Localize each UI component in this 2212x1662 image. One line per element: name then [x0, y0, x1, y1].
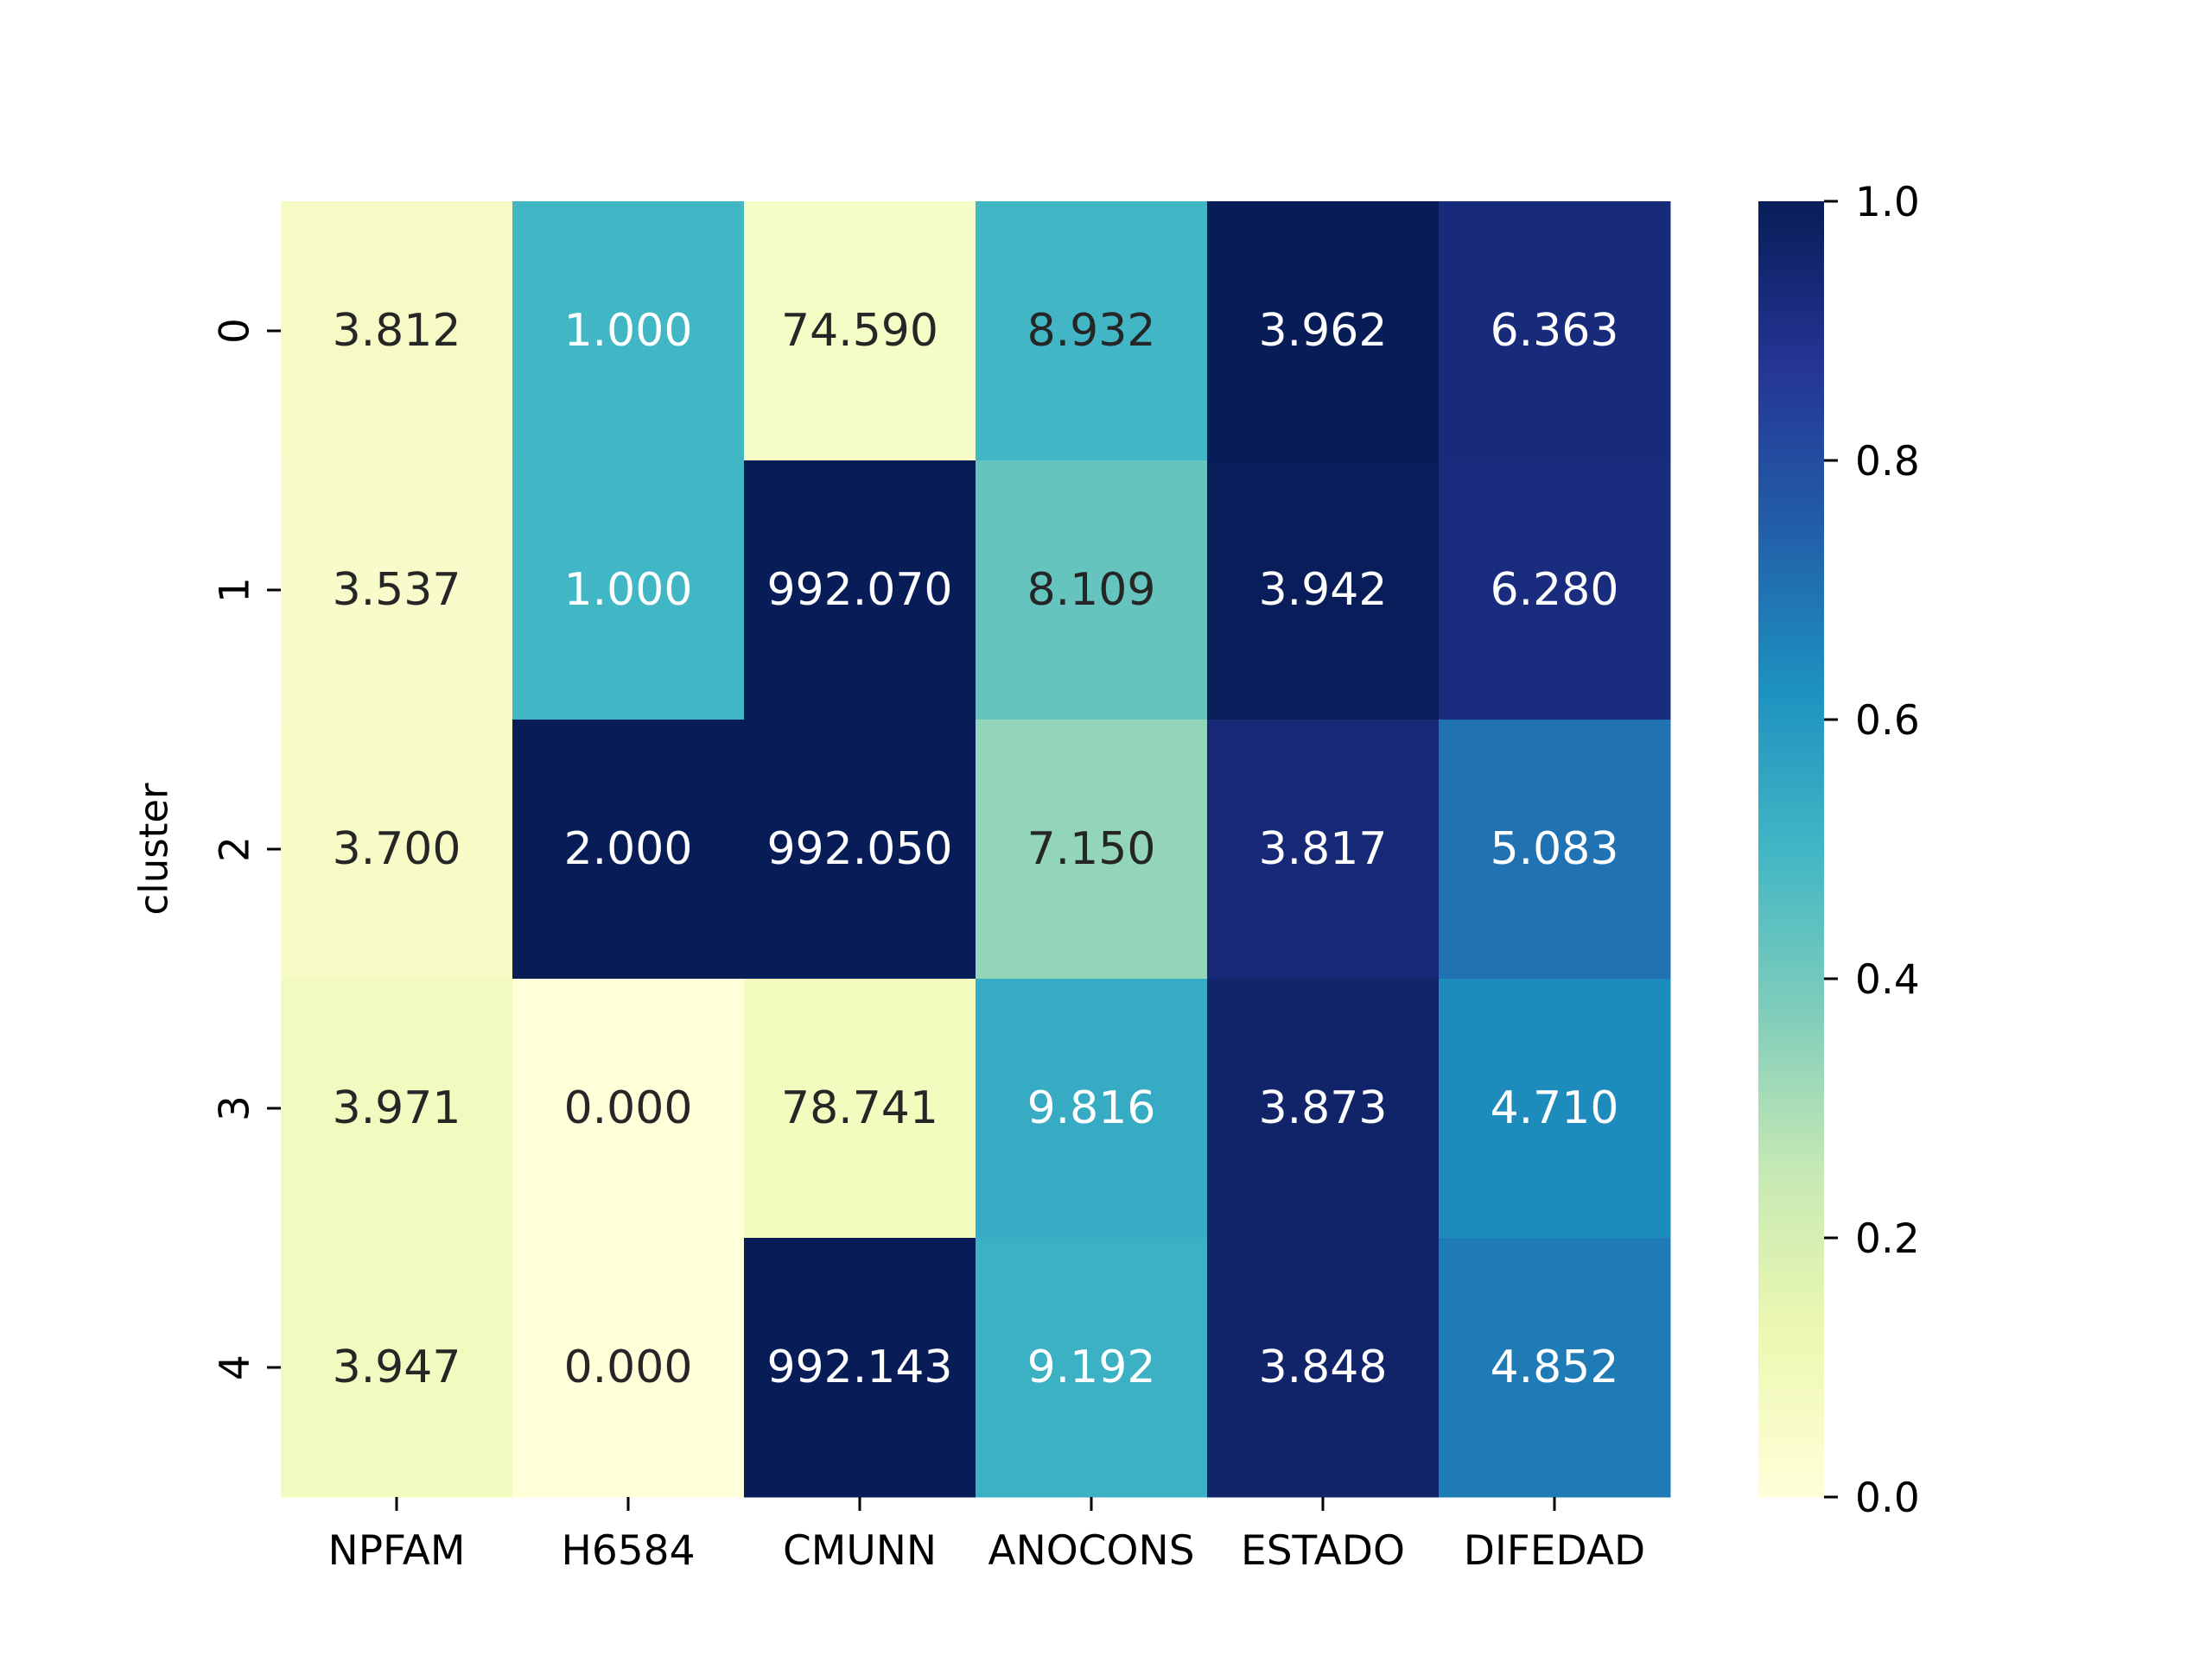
cell-value-r1-c2: 992.070 [766, 564, 952, 616]
colorbar-tick-label-0.2: 0.2 [1855, 1215, 1920, 1263]
heatmap-cell-r1-c1 [512, 460, 745, 720]
y-tick-label-4: 4 [212, 1354, 259, 1380]
cell-value-r2-c4: 3.817 [1259, 823, 1388, 875]
heatmap-cell-r2-c5 [1439, 720, 1671, 980]
heatmap-cell-r1-c2 [744, 460, 976, 720]
cell-value-r0-c1: 1.000 [564, 305, 693, 357]
heatmap-cell-r4-c0 [281, 1238, 513, 1498]
cell-value-r4-c0: 3.947 [333, 1342, 461, 1393]
heatmap-cells [281, 201, 1671, 1498]
x-tick-label-estado: ESTADO [1241, 1527, 1405, 1575]
cell-value-r4-c1: 0.000 [564, 1342, 693, 1393]
y-axis: 0 1 2 3 4 [212, 318, 281, 1380]
cell-annotations: 3.812 1.000 74.590 8.932 3.962 6.363 3.537 1.00… [333, 305, 1619, 1393]
heatmap-cell-r2-c0 [281, 720, 513, 980]
heatmap-cell-r0-c3 [976, 201, 1208, 461]
heatmap-cell-r0-c5 [1439, 201, 1671, 461]
cell-value-r4-c2: 992.143 [766, 1342, 952, 1393]
heatmap-cell-r4-c2 [744, 1238, 976, 1498]
x-tick-label-cmunn: CMUNN [783, 1527, 937, 1575]
cell-value-r3-c1: 0.000 [564, 1082, 693, 1134]
heatmap-cell-r2-c4 [1207, 720, 1440, 980]
colorbar [1758, 201, 1824, 1497]
heatmap-cell-r0-c0 [281, 201, 513, 461]
heatmap-cell-r0-c1 [512, 201, 745, 461]
cell-value-r1-c0: 3.537 [333, 564, 461, 616]
heatmap-cell-r2-c2 [744, 720, 976, 980]
cell-value-r4-c5: 4.852 [1491, 1342, 1619, 1393]
cell-value-r4-c3: 9.192 [1027, 1342, 1156, 1393]
y-tick-label-2: 2 [212, 836, 259, 862]
cell-value-r3-c5: 4.710 [1491, 1082, 1619, 1134]
cell-value-r3-c3: 9.816 [1027, 1082, 1156, 1134]
heatmap-cell-r4-c4 [1207, 1238, 1440, 1498]
heatmap-cell-r3-c4 [1207, 979, 1440, 1239]
cell-value-r1-c3: 8.109 [1027, 564, 1156, 616]
cell-value-r0-c4: 3.962 [1259, 305, 1388, 357]
heatmap-cell-r4-c1 [512, 1238, 745, 1498]
cell-value-r2-c2: 992.050 [766, 823, 952, 875]
y-tick-label-1: 1 [212, 577, 259, 603]
heatmap-cell-r3-c0 [281, 979, 513, 1239]
heatmap-cell-r2-c1 [512, 720, 745, 980]
heatmap-cell-r4-c5 [1439, 1238, 1671, 1498]
heatmap-cell-r0-c4 [1207, 201, 1440, 461]
x-tick-label-h6584: H6584 [562, 1527, 696, 1575]
heatmap-cell-r3-c1 [512, 979, 745, 1239]
heatmap-cell-r1-c3 [976, 460, 1208, 720]
heatmap-cell-r0-c2 [744, 201, 976, 461]
cell-value-r1-c1: 1.000 [564, 564, 693, 616]
cell-value-r2-c0: 3.700 [333, 823, 461, 875]
cell-value-r4-c4: 3.848 [1259, 1342, 1388, 1393]
colorbar-tick-label-0.0: 0.0 [1855, 1475, 1920, 1522]
heatmap-cell-r4-c3 [976, 1238, 1208, 1498]
cell-value-r0-c5: 6.363 [1491, 305, 1619, 357]
colorbar-tick-label-1.0: 1.0 [1855, 179, 1920, 226]
cell-value-r2-c3: 7.150 [1027, 823, 1156, 875]
cell-value-r3-c2: 78.741 [781, 1082, 938, 1134]
heatmap-cell-r3-c5 [1439, 979, 1671, 1239]
colorbar-tick-label-0.4: 0.4 [1855, 956, 1920, 1004]
cell-value-r0-c0: 3.812 [333, 305, 461, 357]
y-tick-label-3: 3 [212, 1095, 259, 1121]
heatmap-cell-r1-c4 [1207, 460, 1440, 720]
heatmap-cell-r2-c3 [976, 720, 1208, 980]
heatmap-cell-r1-c0 [281, 460, 513, 720]
colorbar-ticks: 0.0 0.2 0.4 0.6 0.8 1.0 [1824, 179, 1920, 1522]
cell-value-r1-c4: 3.942 [1259, 564, 1388, 616]
y-tick-label-0: 0 [212, 318, 259, 344]
colorbar-tick-label-0.6: 0.6 [1855, 697, 1920, 745]
cell-value-r0-c2: 74.590 [781, 305, 938, 357]
y-axis-label: cluster [131, 783, 177, 916]
x-tick-label-difedad: DIFEDAD [1464, 1527, 1646, 1575]
colorbar-tick-label-0.8: 0.8 [1855, 438, 1920, 485]
cell-value-r2-c1: 2.000 [564, 823, 693, 875]
x-tick-label-anocons: ANOCONS [988, 1527, 1194, 1575]
cell-value-r3-c0: 3.971 [333, 1082, 461, 1134]
cell-value-r2-c5: 5.083 [1491, 823, 1619, 875]
cell-value-r3-c4: 3.873 [1259, 1082, 1388, 1134]
x-tick-label-npfam: NPFAM [328, 1527, 466, 1575]
x-axis: NPFAM H6584 CMUNN ANOCONS ESTADO DIFEDAD [328, 1497, 1646, 1575]
cell-value-r1-c5: 6.280 [1491, 564, 1619, 616]
heatmap-cell-r1-c5 [1439, 460, 1671, 720]
heatmap-cell-r3-c2 [744, 979, 976, 1239]
cell-value-r0-c3: 8.932 [1027, 305, 1156, 357]
heatmap-cell-r3-c3 [976, 979, 1208, 1239]
